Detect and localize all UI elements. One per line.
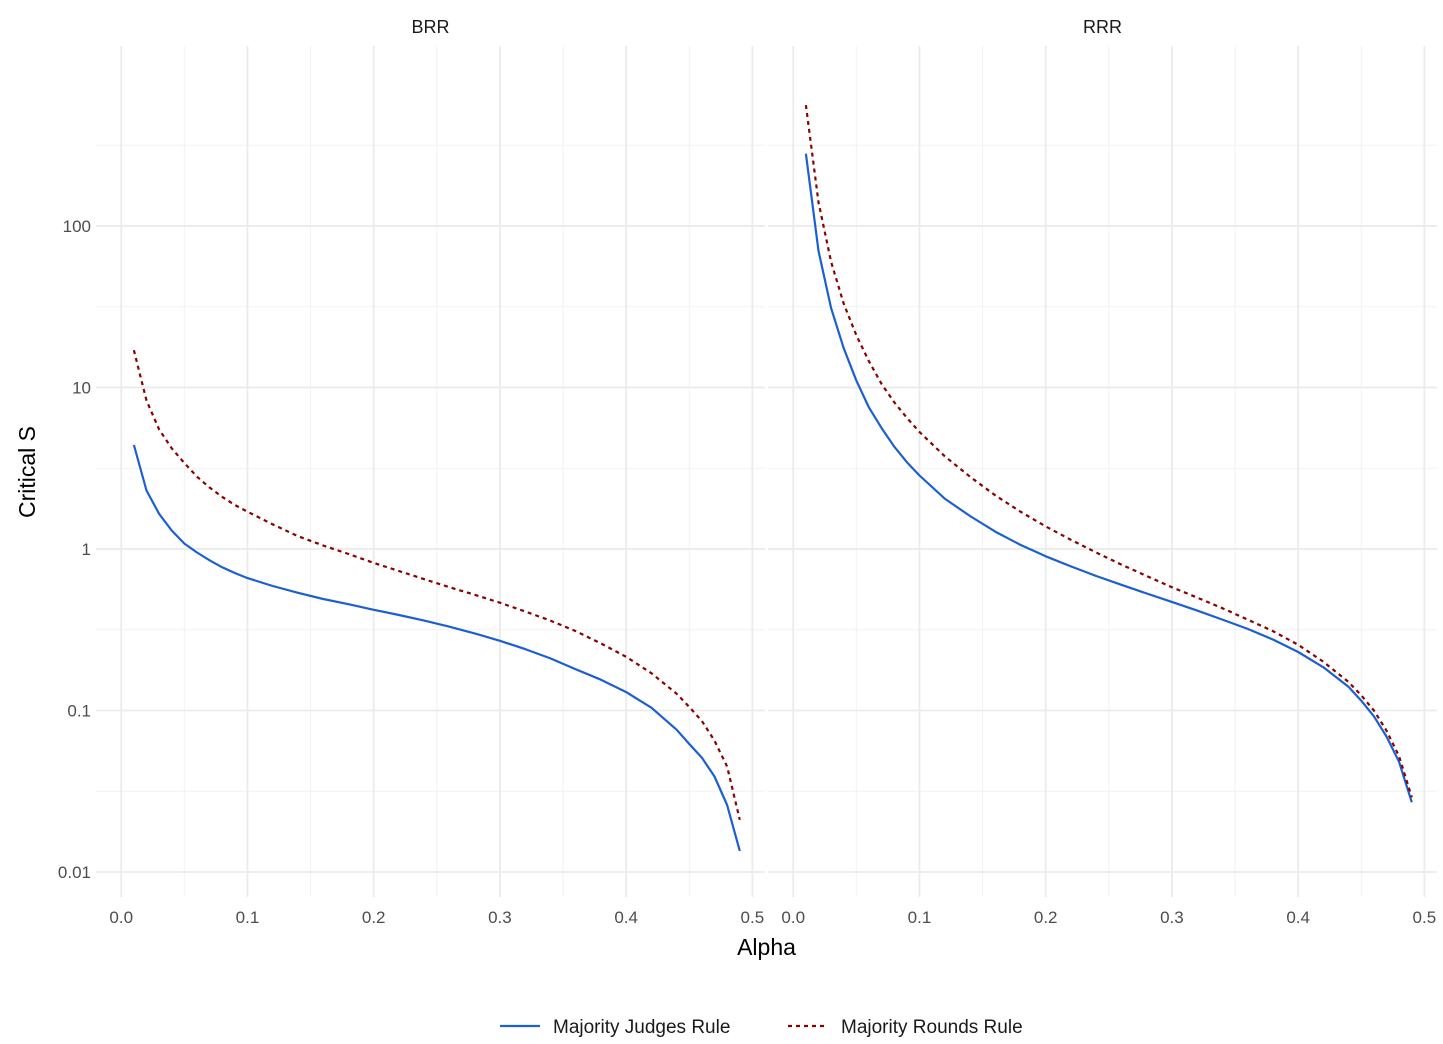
panel-brr: BRR 0.0 0.1 0.2 0.3 0.4 0.5 0.01 0.1 1 10 100 (58, 17, 765, 927)
series-line-majority-rounds-rule (804, 104, 1413, 798)
series-line-majority-judges-rule (804, 153, 1413, 803)
legend-item: Majority Judges Rule (500, 1017, 730, 1038)
x-tick-label: 0.2 (1034, 908, 1058, 927)
x-tick-label: 0.3 (488, 908, 512, 927)
x-tick-label: 0.0 (781, 908, 805, 927)
x-tick-label: 0.4 (1286, 908, 1310, 927)
series-line-majority-judges-rule (132, 444, 741, 852)
y-tick-label: 1 (82, 540, 91, 559)
x-tick-label: 0.1 (236, 908, 260, 927)
x-tick-label: 0.5 (741, 908, 765, 927)
x-tick-label: 0.4 (614, 908, 638, 927)
y-axis-title: Critical S (14, 426, 40, 518)
panels-layer: BRR 0.0 0.1 0.2 0.3 0.4 0.5 0.01 0.1 1 10 100 RRR 0.0… (58, 17, 1437, 927)
x-tick-label: 0.3 (1160, 908, 1184, 927)
y-tick-label: 100 (63, 217, 91, 236)
legend: Majority Judges Rule Majority Rounds Rule (500, 1017, 1023, 1038)
panel-title: RRR (1083, 17, 1122, 37)
y-tick-label: 10 (72, 378, 91, 397)
legend-label: Majority Judges Rule (553, 1017, 730, 1038)
legend-label: Majority Rounds Rule (841, 1017, 1023, 1038)
x-tick-label: 0.1 (908, 908, 932, 927)
x-tick-label: 0.0 (109, 908, 133, 927)
panel-title: BRR (411, 17, 449, 37)
x-tick-label: 0.2 (362, 908, 386, 927)
y-tick-label: 0.1 (67, 701, 91, 720)
panel-rrr: RRR 0.0 0.1 0.2 0.3 0.4 0.5 (768, 17, 1437, 927)
series-line-majority-rounds-rule (132, 349, 741, 821)
y-tick-label: 0.01 (58, 863, 91, 882)
x-axis-title: Alpha (737, 934, 796, 960)
legend-item: Majority Rounds Rule (788, 1017, 1023, 1038)
x-tick-label: 0.5 (1413, 908, 1437, 927)
